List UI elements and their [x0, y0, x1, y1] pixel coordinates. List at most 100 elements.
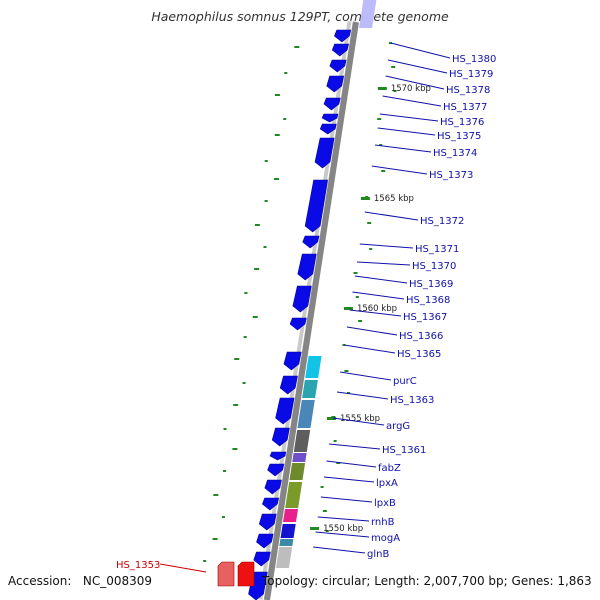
tick-label: 1560 kbp [357, 304, 397, 314]
gc-mark [342, 344, 346, 346]
feature-segment [297, 400, 315, 428]
forward-cds [264, 479, 282, 495]
gc-mark [244, 292, 248, 294]
gene-label: lpxA [376, 478, 398, 489]
forward-cds [334, 29, 352, 43]
gene-label: HS_1353 [116, 560, 160, 571]
backbone-highlight [262, 21, 353, 600]
label-leader [379, 113, 439, 122]
label-leader [352, 291, 405, 300]
label-leader [315, 531, 370, 538]
forward-cds [321, 113, 339, 123]
gene-label: HS_1380 [452, 54, 496, 65]
gene-label: HS_1374 [433, 148, 477, 159]
forward-cds [329, 59, 347, 73]
label-leader [340, 371, 392, 381]
tick-label: 1555 kbp [340, 414, 380, 424]
gene-label: HS_1361 [382, 445, 426, 456]
label-leader [371, 165, 428, 175]
forward-cds [267, 463, 285, 477]
feature-segment [275, 547, 293, 568]
forward-cds [258, 513, 277, 531]
feature-segment [283, 509, 299, 522]
tick-mark [310, 527, 320, 530]
label-leader [382, 95, 442, 107]
gc-mark [213, 494, 219, 496]
gc-mark [274, 134, 280, 136]
tick-mark [360, 197, 370, 200]
gene-label: HS_1379 [449, 69, 493, 80]
label-leader [385, 75, 445, 90]
gene-label: HS_1367 [403, 312, 447, 323]
gc-mark [254, 224, 260, 226]
gene-label: glnB [367, 549, 389, 560]
label-leader [346, 326, 398, 336]
gc-mark [243, 336, 247, 338]
gc-mark [283, 118, 287, 120]
forward-cds [289, 317, 307, 331]
tick-mark [327, 417, 337, 420]
gene-label: HS_1369 [409, 279, 453, 290]
gene-label: HS_1368 [406, 295, 450, 306]
gc-mark [355, 296, 359, 298]
tick-mark [343, 307, 353, 310]
label-leader [377, 127, 436, 136]
gc-mark [234, 358, 240, 360]
label-leader [357, 261, 411, 266]
forward-cds [279, 375, 298, 395]
forward-cds [271, 427, 290, 447]
gene-label: HS_1378 [446, 85, 490, 96]
gene-label: rnhB [371, 517, 395, 528]
gene-label: HS_1375 [437, 131, 481, 142]
gene-label: purC [393, 376, 417, 387]
tick-label: 1570 kbp [391, 84, 431, 94]
forward-cds [256, 533, 274, 549]
feature-segment [302, 380, 318, 398]
feature-spacer [319, 372, 360, 380]
forward-cds [326, 75, 345, 93]
gene-labels: HS_1380 HS_1379 HS_1378 HS_1377 HS_1376 HS_13… [116, 42, 496, 573]
feature-segment [293, 430, 311, 452]
forward-cds [304, 179, 329, 233]
gc-mark [254, 268, 260, 270]
label-leader [354, 275, 408, 284]
forward-cds [275, 397, 295, 425]
topology-value: circular [321, 574, 367, 588]
reverse-cds [217, 561, 235, 587]
gene-label: lpxB [374, 498, 396, 509]
label-leader [349, 309, 402, 317]
label-leader [344, 344, 396, 354]
cds-track [217, 29, 352, 600]
forward-cds [261, 497, 280, 511]
gc-mark [252, 316, 258, 318]
gene-label: HS_1372 [420, 216, 464, 227]
gene-label: HS_1373 [429, 170, 473, 181]
gc-mark [264, 160, 268, 162]
label-leader [359, 243, 414, 249]
gc-mark [377, 118, 382, 120]
gene-label: argG [386, 421, 410, 432]
genome-stats: Topology: circular; Length: 2,007,700 bp… [262, 574, 592, 588]
gc-mark [393, 90, 397, 92]
gc-mark [223, 428, 227, 430]
gc-mark [274, 94, 280, 96]
gene-label: HS_1365 [397, 349, 441, 360]
feature-segment [279, 539, 294, 546]
gc-mark [203, 560, 207, 562]
gene-label: fabZ [378, 463, 401, 474]
length-value: 2,007,700 bp [423, 574, 504, 588]
gc-mark [379, 144, 383, 146]
forward-cds [297, 253, 317, 281]
forward-cds [292, 285, 312, 313]
topology-label: Topology: [262, 574, 319, 588]
forward-cds [283, 351, 302, 371]
label-leader [328, 443, 381, 450]
position-ticks: 1570 kbp 1565 kbp 1560 kbp 1555 kbp 1550 kbp [310, 84, 431, 534]
gc-mark [358, 320, 363, 322]
gene-label: HS_1371 [415, 244, 459, 255]
gc-mark [294, 46, 300, 48]
label-leader [364, 211, 419, 221]
gc-mark [325, 530, 329, 532]
label-leader [374, 144, 432, 153]
